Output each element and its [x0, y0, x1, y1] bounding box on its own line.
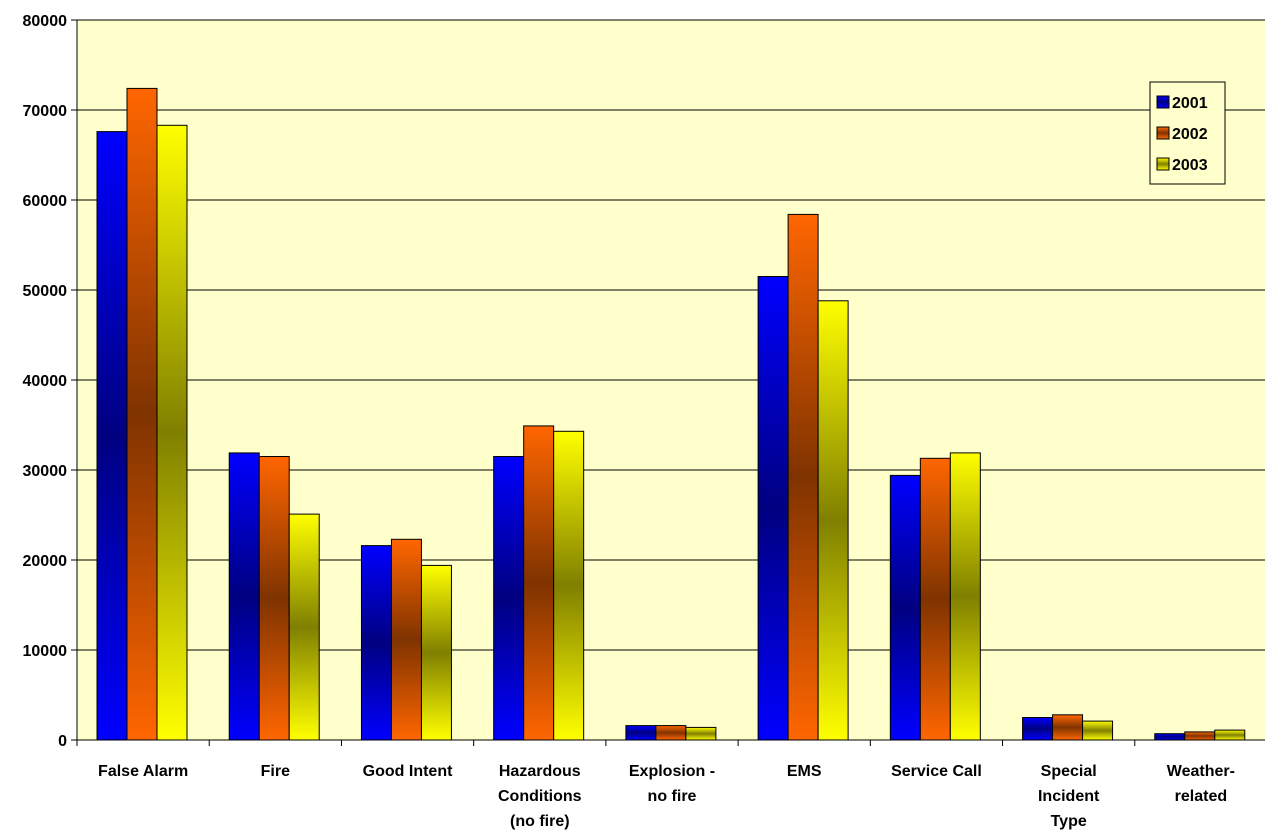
x-category-label-line: (no fire) — [510, 813, 570, 830]
x-category-label-line: Special — [1041, 763, 1097, 780]
x-category-label-line: EMS — [787, 763, 822, 780]
x-category-label-line: related — [1175, 788, 1227, 805]
bar-2001-8 — [1154, 733, 1186, 741]
x-category-label: Hazardous Conditions (no fire) — [498, 763, 582, 830]
y-tick-label: 70000 — [23, 103, 68, 120]
bar-2001-2 — [360, 545, 392, 741]
x-category-label: Fire — [261, 763, 290, 780]
bar-2003-1 — [288, 513, 320, 741]
legend-label-2003: 2003 — [1172, 157, 1208, 174]
legend-swatch-2003 — [1156, 157, 1170, 171]
x-category-label-line: Conditions — [498, 788, 582, 805]
x-category-label-line: no fire — [648, 788, 697, 805]
x-category-label-line: Explosion - — [629, 763, 715, 780]
bar-2002-6 — [919, 457, 951, 741]
bar-2002-4 — [655, 725, 687, 741]
bar-2001-4 — [625, 725, 657, 741]
x-category-label-line: Good Intent — [363, 763, 453, 780]
y-tick-label: 0 — [58, 733, 67, 750]
bar-2001-7 — [1022, 717, 1054, 741]
x-category-label-line: Hazardous — [499, 763, 581, 780]
legend-swatch-2002 — [1156, 126, 1170, 140]
bar-2003-2 — [420, 564, 452, 741]
legend: 2001 2002 2003 — [1149, 81, 1226, 185]
bar-2003-5 — [817, 300, 849, 741]
x-category-label: Service Call — [891, 763, 982, 780]
bar-2002-1 — [258, 456, 290, 741]
legend-label-2001: 2001 — [1172, 95, 1208, 112]
y-tick-label: 20000 — [23, 553, 68, 570]
bar-2002-7 — [1052, 714, 1084, 741]
x-category-label: Weather-related — [1167, 763, 1235, 805]
bar-2001-3 — [493, 456, 525, 741]
y-tick-label: 80000 — [23, 13, 68, 30]
x-category-label-line: Weather- — [1167, 763, 1235, 780]
bar-2003-0 — [156, 124, 188, 741]
x-category-label: Good Intent — [363, 763, 453, 780]
y-tick-labels: 0 10000 20000 30000 40000 50000 60000 70000 8000… — [23, 13, 68, 750]
bar-2002-8 — [1184, 731, 1216, 741]
bar-2003-3 — [553, 430, 585, 741]
x-category-label-line: Service Call — [891, 763, 982, 780]
bar-2001-1 — [228, 452, 260, 741]
legend-swatch-2001 — [1156, 95, 1170, 109]
y-tick-label: 30000 — [23, 463, 68, 480]
y-tick-label: 50000 — [23, 283, 68, 300]
axes — [71, 19, 1265, 746]
bars — [96, 87, 1246, 741]
y-tick-label: 10000 — [23, 643, 68, 660]
x-category-label-line: Fire — [261, 763, 290, 780]
y-tick-label: 40000 — [23, 373, 68, 390]
bar-2001-0 — [96, 131, 128, 741]
bar-2002-5 — [787, 213, 819, 741]
bar-2003-4 — [685, 726, 717, 741]
bar-2003-6 — [949, 452, 981, 741]
bar-2002-3 — [523, 425, 555, 741]
x-category-labels: False Alarm Fire Good Intent Hazardous Condi… — [98, 763, 1235, 830]
x-category-label: Special Incident Type — [1038, 763, 1100, 830]
x-category-label-line: False Alarm — [98, 763, 188, 780]
y-tick-label: 60000 — [23, 193, 68, 210]
bar-2002-2 — [390, 538, 422, 741]
bar-2003-8 — [1214, 729, 1246, 741]
legend-label-2002: 2002 — [1172, 126, 1208, 143]
bar-2002-0 — [126, 87, 158, 741]
bar-2003-7 — [1082, 720, 1114, 741]
x-category-label-line: Type — [1051, 813, 1087, 830]
x-category-label: False Alarm — [98, 763, 188, 780]
x-category-label: EMS — [787, 763, 822, 780]
x-category-label-line: Incident — [1038, 788, 1100, 805]
x-category-label: Explosion - no fire — [629, 763, 715, 805]
bar-2001-5 — [757, 276, 789, 741]
bar-2001-6 — [889, 474, 921, 741]
